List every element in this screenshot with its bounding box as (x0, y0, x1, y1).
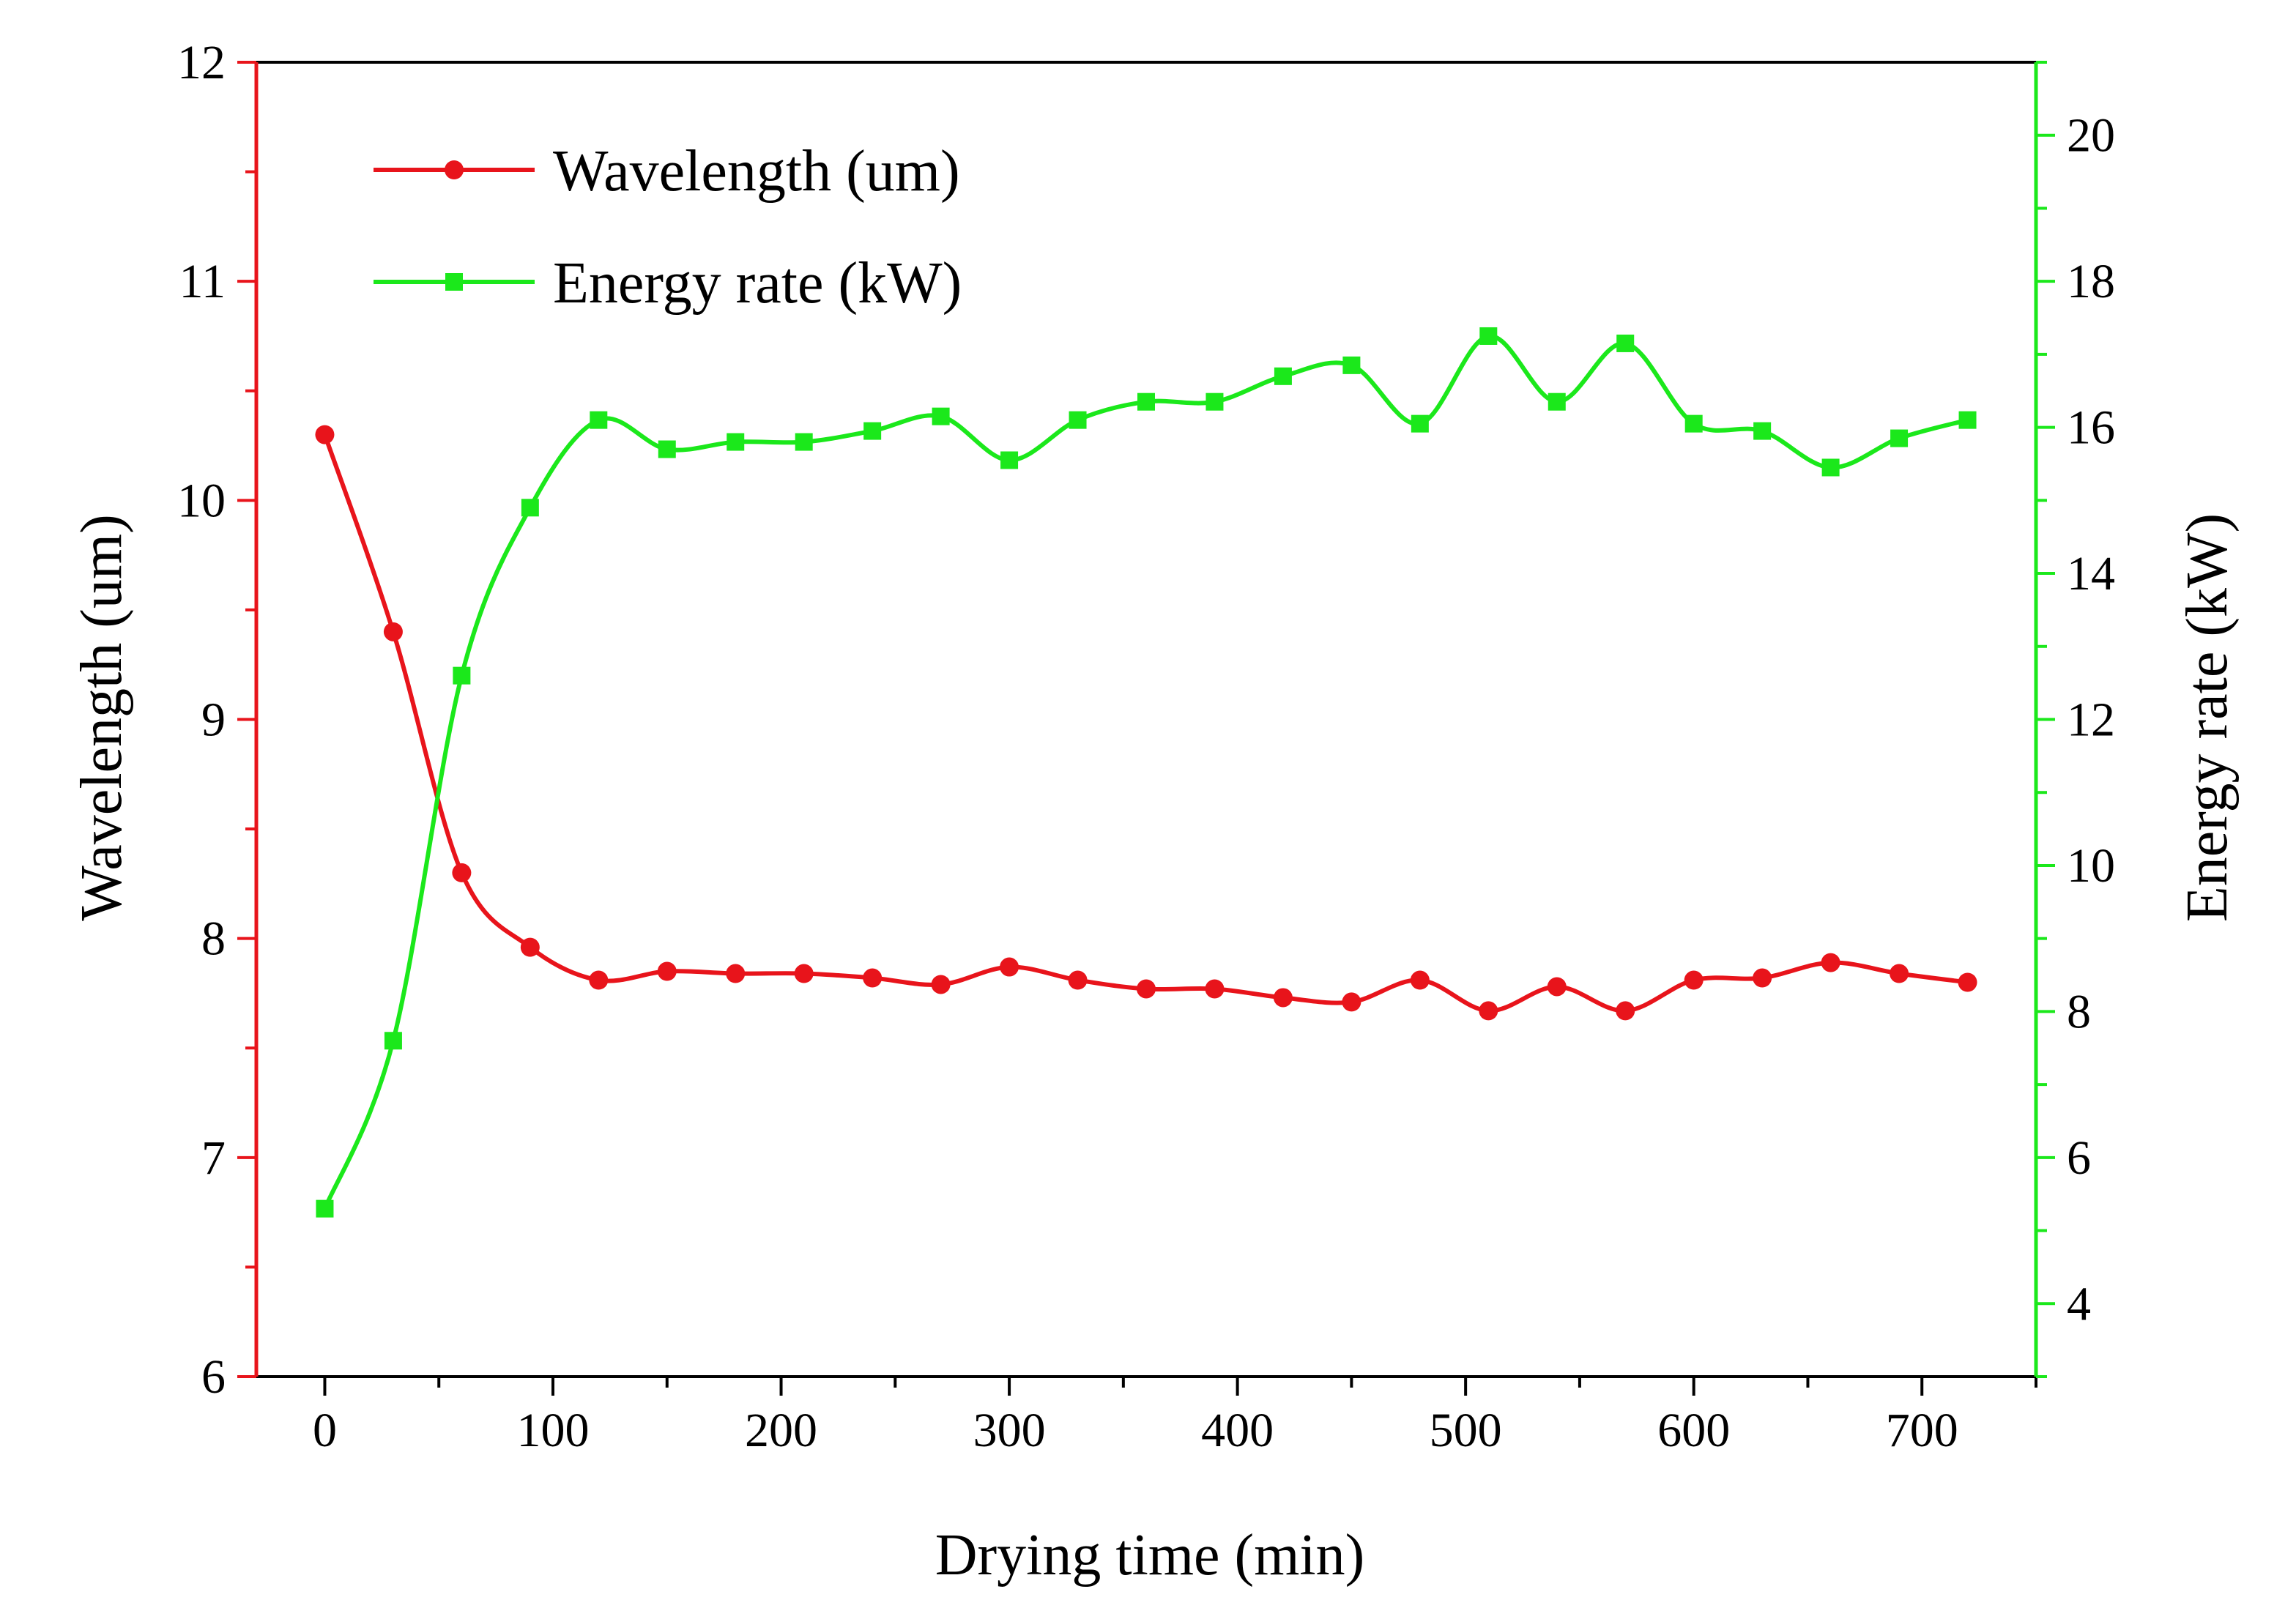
y-right-tick-label: 14 (2067, 547, 2115, 600)
wavelength-point (1000, 957, 1019, 977)
y-right-tick-label: 8 (2067, 985, 2091, 1038)
series (315, 327, 1977, 1218)
energy-rate-point (1342, 356, 1361, 374)
wavelength-point (726, 964, 746, 983)
x-tick-label: 700 (1886, 1404, 1958, 1457)
energy-rate-point (384, 1032, 402, 1050)
y-left-tick-label: 8 (201, 912, 226, 966)
legend: Wavelength (um) Energy rate (kW) (374, 139, 962, 316)
wavelength-point (452, 863, 472, 882)
wavelength-point (1684, 970, 1704, 990)
wavelength-point (1821, 953, 1840, 972)
x-tick-label: 200 (745, 1404, 817, 1457)
wavelength-point (1753, 968, 1772, 988)
wavelength-point (1958, 972, 1977, 992)
axes (254, 61, 2038, 1378)
y-left-tick-label: 9 (201, 693, 226, 747)
x-tick-label: 100 (517, 1404, 590, 1457)
wavelength-point (1616, 1001, 1635, 1021)
y-left-axis-title: Wavelength (um) (70, 514, 134, 921)
y-right-tick-label: 4 (2067, 1277, 2091, 1330)
x-axis-title: Drying time (min) (935, 1523, 1365, 1588)
legend-energy-rate-marker (445, 273, 463, 291)
energy-rate-point (1205, 392, 1224, 411)
y-right-tick-label: 20 (2067, 109, 2115, 163)
y-right-tick-label: 10 (2067, 839, 2115, 893)
wavelength-point (1068, 970, 1088, 990)
wavelength-point (1890, 964, 1909, 983)
y-left-tick-label: 7 (201, 1131, 226, 1185)
x-tick-label: 600 (1657, 1404, 1730, 1457)
wavelength-point (1137, 979, 1156, 999)
y-right-tick-label: 12 (2067, 693, 2115, 747)
y-right-tick-label: 18 (2067, 255, 2115, 308)
wavelength-point (1410, 970, 1430, 990)
legend-wavelength-marker (445, 160, 464, 179)
energy-rate-point (932, 407, 950, 425)
energy-rate-point (1821, 458, 1840, 477)
energy-rate-point (1479, 327, 1498, 345)
y-left-tick-label: 10 (177, 474, 226, 527)
wavelength-point (863, 968, 883, 988)
wavelength-point (1479, 1001, 1498, 1021)
energy-rate-point (1890, 429, 1909, 447)
y-left-tick-label: 11 (179, 255, 226, 308)
x-tick-label: 500 (1430, 1404, 1502, 1457)
energy-rate-point (453, 666, 471, 685)
wavelength-point (315, 425, 335, 444)
energy-rate-point (863, 422, 882, 440)
energy-rate-point (658, 440, 676, 458)
wavelength-point (589, 970, 609, 990)
legend-wavelength-label: Wavelength (um) (553, 139, 960, 204)
wavelength-point (520, 937, 540, 957)
wavelength-point (1273, 988, 1293, 1008)
y-right-tick-label: 6 (2067, 1131, 2091, 1185)
wavelength-point (794, 964, 814, 983)
wavelength-point (383, 622, 403, 641)
x-tick-label: 0 (313, 1404, 337, 1457)
energy-rate-point (1548, 392, 1566, 411)
y-left-tick-label: 12 (177, 36, 226, 89)
energy-rate-point (1137, 392, 1155, 411)
energy-rate-point (1411, 414, 1429, 433)
wavelength-line (322, 433, 1968, 1013)
energy-rate-point (1069, 411, 1087, 429)
x-tick-label: 300 (973, 1404, 1046, 1457)
energy-rate-point (1616, 334, 1635, 352)
energy-rate-point (1274, 367, 1292, 385)
legend-energy-rate-label: Energy rate (kW) (553, 251, 962, 316)
y-right-axis-title: Energy rate (kW) (2175, 513, 2240, 922)
y-right-tick-label: 16 (2067, 401, 2115, 455)
energy-rate-point (1684, 414, 1703, 433)
ticks: 0 100 200 300 400 500 600 700 6 7 8 9 10 11 12 4 6 8 10 12 1… (177, 36, 2115, 1457)
energy-rate-point (1000, 451, 1019, 469)
x-tick-label: 400 (1201, 1404, 1274, 1457)
wavelength-point (1205, 979, 1225, 999)
energy-rate-point (727, 433, 745, 451)
y-left-tick-label: 6 (201, 1350, 226, 1404)
energy-rate-point (521, 499, 539, 517)
wavelength-point (931, 975, 951, 994)
energy-rate-point (316, 1199, 334, 1218)
energy-rate-point (1753, 422, 1772, 440)
wavelength-point (1547, 977, 1567, 997)
energy-rate-point (795, 433, 813, 451)
wavelength-point (657, 961, 677, 981)
wavelength-point (1342, 992, 1361, 1012)
energy-rate-point (1958, 411, 1977, 429)
energy-rate-point (590, 411, 608, 429)
energy-rate-line (322, 333, 1969, 1210)
